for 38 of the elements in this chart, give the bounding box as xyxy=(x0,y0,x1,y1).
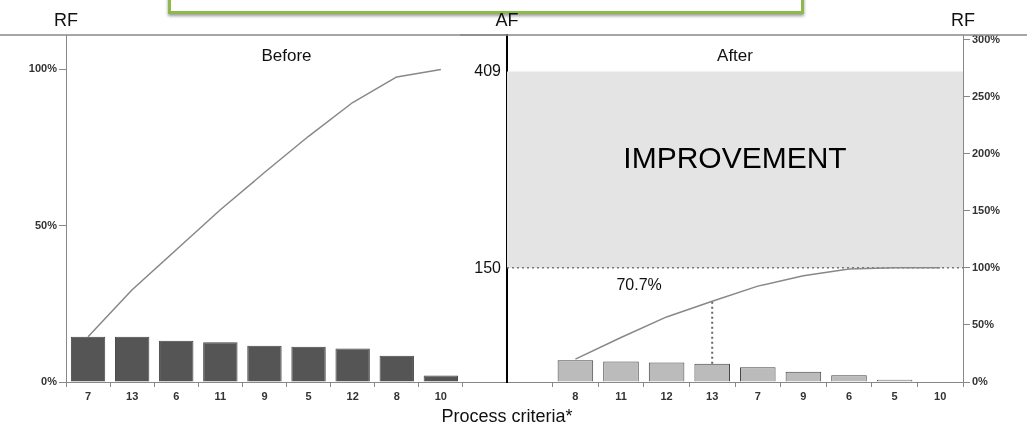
x-tick-label: 13 xyxy=(706,389,719,402)
y2-tick-label: 0% xyxy=(972,375,989,388)
x-tick-label: 6 xyxy=(173,389,180,402)
x-tick-label: 10 xyxy=(934,389,947,402)
y2-tick-label: 100% xyxy=(972,260,1001,273)
x-tick-label: 6 xyxy=(845,389,853,402)
annotation: 70.7% xyxy=(616,276,662,293)
band-label: IMPROVEMENT xyxy=(623,141,847,175)
x-tick-label: 11 xyxy=(214,389,227,402)
x-axis-title: Process criteria* xyxy=(440,406,574,427)
x-tick-label: 11 xyxy=(615,389,627,402)
x-tick-label: 8 xyxy=(393,389,400,402)
y-tick-label: 0% xyxy=(41,375,58,388)
x-tick-label: 5 xyxy=(305,389,312,402)
x-tick-label: 13 xyxy=(126,389,139,402)
y2-tick-label: 50% xyxy=(972,317,995,330)
y-tick-label: 150 xyxy=(474,258,502,276)
x-tick-label: 7 xyxy=(754,389,761,402)
text: After xyxy=(717,46,754,65)
y-tick-label: 100% xyxy=(28,62,58,75)
y-axis-title: RF xyxy=(54,10,78,30)
x-tick-label: 7 xyxy=(84,389,92,402)
x-tick-label: 8 xyxy=(572,389,579,402)
y2-tick-label: 300% xyxy=(972,32,1001,45)
text: Before xyxy=(261,46,312,65)
y-tick-label: 50% xyxy=(34,218,58,231)
x-tick-label: 9 xyxy=(261,389,268,402)
x-tick-label: 10 xyxy=(434,389,447,402)
y2-tick-label: 150% xyxy=(972,203,1001,216)
x-tick-label: 5 xyxy=(891,389,898,402)
y-tick-label: 409 xyxy=(474,61,502,79)
y2-tick-label: 250% xyxy=(972,89,1001,102)
y2-axis-title: RF xyxy=(951,10,975,30)
y-axis-title: AF xyxy=(495,10,519,30)
y2-tick-label: 200% xyxy=(972,146,1001,159)
x-tick-label: 9 xyxy=(800,389,807,402)
x-tick-label: 12 xyxy=(346,389,359,402)
x-tick-label: 12 xyxy=(660,389,673,402)
